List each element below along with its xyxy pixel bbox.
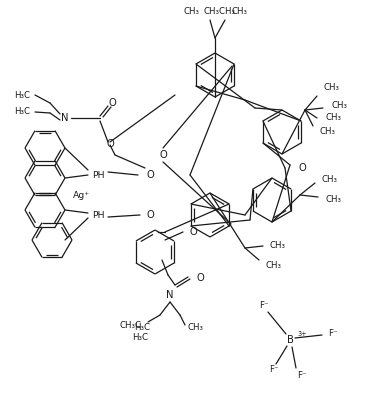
Text: O: O bbox=[189, 227, 197, 237]
Text: F⁻: F⁻ bbox=[328, 330, 338, 338]
Text: O: O bbox=[146, 210, 154, 220]
Text: O: O bbox=[159, 150, 167, 160]
Text: H₃C: H₃C bbox=[134, 324, 150, 332]
Text: N: N bbox=[166, 290, 174, 300]
Text: CH₃: CH₃ bbox=[232, 8, 248, 16]
Text: CH₃: CH₃ bbox=[323, 83, 339, 93]
Text: PH: PH bbox=[92, 211, 104, 219]
Text: CH₃CH₃: CH₃CH₃ bbox=[204, 8, 236, 16]
Text: N: N bbox=[61, 113, 69, 123]
Text: 3+: 3+ bbox=[297, 331, 307, 337]
Text: H₃C: H₃C bbox=[14, 91, 30, 99]
Text: CH₃: CH₃ bbox=[265, 261, 281, 271]
Text: CH₃: CH₃ bbox=[325, 113, 341, 122]
Text: O: O bbox=[196, 273, 204, 283]
Text: O: O bbox=[298, 163, 306, 173]
Text: CH₃C: CH₃C bbox=[120, 320, 142, 330]
Text: F⁻: F⁻ bbox=[259, 302, 269, 310]
Text: CH₃: CH₃ bbox=[319, 128, 335, 136]
Text: CH₃: CH₃ bbox=[188, 324, 204, 332]
Text: CH₃: CH₃ bbox=[331, 101, 347, 111]
Text: CH₃: CH₃ bbox=[184, 8, 200, 16]
Text: O: O bbox=[106, 139, 114, 149]
Text: CH₃: CH₃ bbox=[270, 241, 286, 251]
Text: H₃C: H₃C bbox=[14, 107, 30, 117]
Text: CH₃: CH₃ bbox=[325, 194, 341, 203]
Text: F⁻: F⁻ bbox=[297, 371, 307, 379]
Text: O: O bbox=[108, 98, 116, 108]
Text: F⁻: F⁻ bbox=[269, 365, 279, 375]
Text: CH₃: CH₃ bbox=[322, 174, 338, 184]
Text: O: O bbox=[146, 170, 154, 180]
Text: B: B bbox=[287, 335, 293, 345]
Text: PH: PH bbox=[92, 170, 104, 180]
Text: H₃C: H₃C bbox=[132, 334, 148, 342]
Text: Ag⁺: Ag⁺ bbox=[74, 190, 91, 200]
